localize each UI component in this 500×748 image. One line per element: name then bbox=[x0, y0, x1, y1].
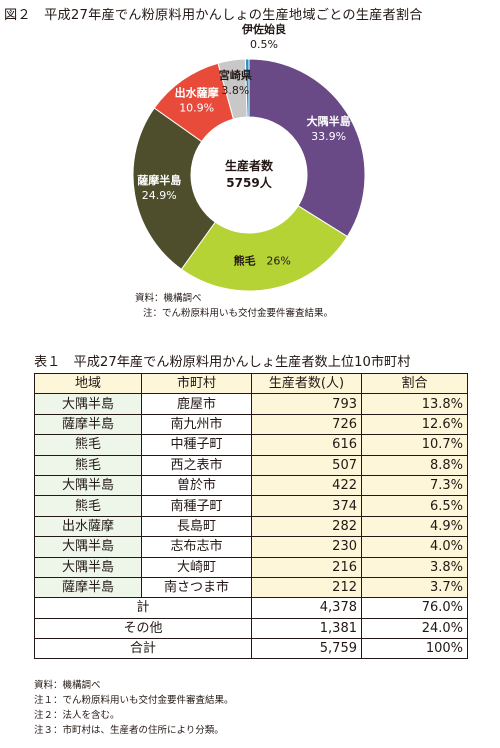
slice-value-label: 26% bbox=[266, 254, 290, 267]
cell-municipality: 長島町 bbox=[141, 515, 252, 538]
cell-producers: 793 bbox=[251, 393, 362, 415]
cell-total-label: 合計 bbox=[34, 638, 252, 660]
cell-share: 7.3% bbox=[361, 474, 468, 497]
header-region: 地域 bbox=[34, 372, 142, 395]
cell-producers: 507 bbox=[251, 454, 362, 476]
cell-producers: 726 bbox=[251, 413, 362, 436]
header-producers: 生産者数(人) bbox=[251, 372, 362, 395]
table-total-row: 計 4,378 76.0% bbox=[34, 597, 468, 619]
figure-title: 図２ 平成27年産でん粉原料用かんしょの生産地域ごとの生産者割合 bbox=[4, 8, 423, 23]
cell-share: 6.5% bbox=[361, 495, 468, 517]
cell-producers: 422 bbox=[251, 474, 362, 497]
table-notes: 資料：機構調べ 注１：でん粉原料用いも交付金要件審査結果。 注２：法人を含む。 … bbox=[34, 678, 234, 738]
table-row: 熊毛 西之表市 507 8.8% bbox=[34, 454, 468, 476]
donut-chart: 大隅半島 33.9% 熊毛 26% 薩摩半島 24.9% 出水薩摩 10.9% 宮崎県 3.8% 伊… bbox=[132, 22, 366, 292]
cell-producers: 374 bbox=[251, 495, 362, 517]
table-row: 大隅半島 大崎町 216 3.8% bbox=[34, 556, 468, 578]
producers-table: 地域 市町村 生産者数(人) 割合 大隅半島 鹿屋市 793 13.8% 薩摩半島 南九州… bbox=[34, 372, 468, 660]
cell-region: 大隅半島 bbox=[34, 556, 142, 578]
table-row: 大隅半島 志布志市 230 4.0% bbox=[34, 536, 468, 558]
cell-municipality: 南さつま市 bbox=[141, 576, 252, 599]
slice-value-label: 3.8% bbox=[221, 84, 249, 97]
slice-name-label: 大隅半島 bbox=[307, 114, 351, 128]
table-row: 薩摩半島 南九州市 726 12.6% bbox=[34, 413, 468, 436]
table-row: 大隅半島 曽於市 422 7.3% bbox=[34, 474, 468, 497]
cell-region: 大隅半島 bbox=[34, 474, 142, 497]
slice-name-label: 出水薩摩 bbox=[175, 86, 220, 100]
cell-total-share: 24.0% bbox=[361, 617, 468, 640]
cell-total-share: 100% bbox=[361, 638, 468, 660]
table-note: 注２：法人を含む。 bbox=[34, 710, 120, 721]
donut-slice-1 bbox=[180, 205, 349, 292]
table-header-row: 地域 市町村 生産者数(人) 割合 bbox=[34, 372, 468, 395]
cell-total-producers: 4,378 bbox=[251, 597, 362, 619]
donut-slice-0 bbox=[248, 58, 366, 238]
cell-region: 出水薩摩 bbox=[34, 515, 142, 538]
figure-note: 注：でん粉原料用いも交付金要件審査結果。 bbox=[143, 308, 334, 319]
figure-source: 資料：機構調べ bbox=[135, 293, 202, 304]
table-note: 注３：市町村は、生産者の住所により分類。 bbox=[34, 725, 224, 736]
table-row: 出水薩摩 長島町 282 4.9% bbox=[34, 515, 468, 538]
cell-region: 大隅半島 bbox=[34, 393, 142, 415]
table-row: 熊毛 中種子町 616 10.7% bbox=[34, 434, 468, 456]
cell-municipality: 西之表市 bbox=[141, 454, 252, 476]
cell-region: 熊毛 bbox=[34, 454, 142, 476]
slice-value-label: 24.9% bbox=[142, 189, 177, 202]
table-row: 大隅半島 鹿屋市 793 13.8% bbox=[34, 393, 468, 415]
center-label: 生産者数 bbox=[225, 158, 274, 173]
header-share: 割合 bbox=[361, 372, 468, 395]
donut-slices bbox=[132, 58, 366, 292]
cell-producers: 212 bbox=[251, 576, 362, 599]
donut-slice-2 bbox=[132, 107, 216, 270]
cell-producers: 230 bbox=[251, 536, 362, 558]
cell-share: 13.8% bbox=[361, 393, 468, 415]
cell-municipality: 志布志市 bbox=[141, 536, 252, 558]
cell-municipality: 大崎町 bbox=[141, 556, 252, 578]
cell-share: 3.7% bbox=[361, 576, 468, 599]
center-value: 5759人 bbox=[226, 175, 272, 190]
cell-producers: 282 bbox=[251, 515, 362, 538]
cell-region: 薩摩半島 bbox=[34, 413, 142, 436]
slice-name-label: 伊佐始良 bbox=[241, 22, 286, 36]
slice-value-label: 0.5% bbox=[250, 38, 278, 51]
table-row: 熊毛 南種子町 374 6.5% bbox=[34, 495, 468, 517]
cell-share: 10.7% bbox=[361, 434, 468, 456]
table-total-row: 合計 5,759 100% bbox=[34, 638, 468, 660]
cell-region: 薩摩半島 bbox=[34, 576, 142, 599]
cell-share: 4.0% bbox=[361, 536, 468, 558]
cell-municipality: 中種子町 bbox=[141, 434, 252, 456]
cell-municipality: 曽於市 bbox=[141, 474, 252, 497]
cell-total-label: 計 bbox=[34, 597, 252, 619]
cell-total-share: 76.0% bbox=[361, 597, 468, 619]
cell-region: 熊毛 bbox=[34, 495, 142, 517]
header-municipality: 市町村 bbox=[141, 372, 252, 395]
donut-slice-5 bbox=[244, 58, 250, 118]
table-note: 資料：機構調べ bbox=[34, 680, 101, 691]
cell-region: 熊毛 bbox=[34, 434, 142, 456]
cell-share: 12.6% bbox=[361, 413, 468, 436]
slice-name-label: 熊毛 bbox=[234, 253, 256, 267]
slice-value-label: 10.9% bbox=[179, 102, 214, 115]
cell-total-producers: 5,759 bbox=[251, 638, 362, 660]
slice-name-label: 宮崎県 bbox=[219, 68, 252, 82]
donut-labels: 大隅半島 33.9% 熊毛 26% 薩摩半島 24.9% 出水薩摩 10.9% 宮崎県 3.8% 伊… bbox=[137, 22, 350, 267]
cell-producers: 216 bbox=[251, 556, 362, 578]
cell-share: 3.8% bbox=[361, 556, 468, 578]
cell-municipality: 南種子町 bbox=[141, 495, 252, 517]
slice-value-label: 33.9% bbox=[311, 130, 346, 143]
cell-share: 4.9% bbox=[361, 515, 468, 538]
cell-share: 8.8% bbox=[361, 454, 468, 476]
cell-total-label: その他 bbox=[34, 617, 252, 640]
cell-region: 大隅半島 bbox=[34, 536, 142, 558]
cell-producers: 616 bbox=[251, 434, 362, 456]
table-title: 表１ 平成27年産でん粉原料用かんしょ生産者数上位10市町村 bbox=[34, 355, 411, 370]
cell-municipality: 鹿屋市 bbox=[141, 393, 252, 415]
slice-name-label: 薩摩半島 bbox=[137, 173, 181, 187]
cell-municipality: 南九州市 bbox=[141, 413, 252, 436]
table-row: 薩摩半島 南さつま市 212 3.7% bbox=[34, 576, 468, 599]
table-total-row: その他 1,381 24.0% bbox=[34, 617, 468, 640]
table-note: 注１：でん粉原料用いも交付金要件審査結果。 bbox=[34, 695, 234, 706]
cell-total-producers: 1,381 bbox=[251, 617, 362, 640]
